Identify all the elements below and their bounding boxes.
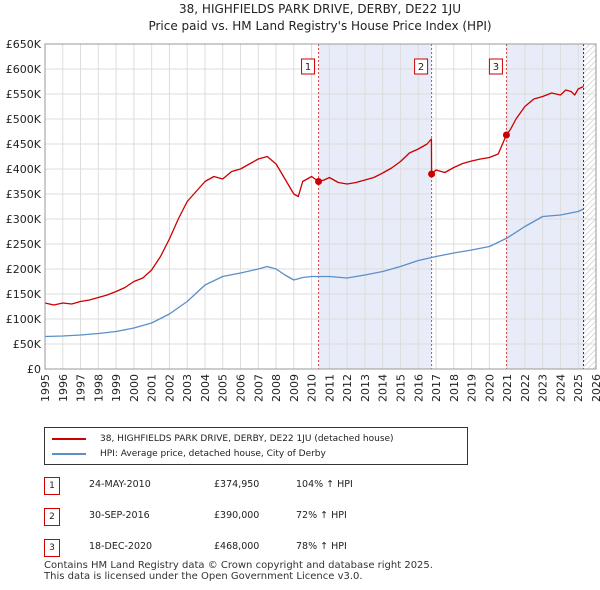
sale-number-badge: 2 — [44, 508, 60, 526]
sale-number-badge: 3 — [44, 539, 60, 557]
sale-price: £468,000 — [214, 541, 260, 552]
footer-licence: This data is licensed under the Open Gov… — [44, 571, 363, 582]
y-tick-label: £250K — [6, 238, 42, 251]
x-tick-label: 2004 — [199, 374, 212, 402]
x-tick-label: 2011 — [323, 374, 336, 402]
y-tick-label: £500K — [6, 113, 42, 126]
y-tick-label: £200K — [6, 263, 42, 276]
sale-label: 3 — [493, 62, 499, 73]
x-axis-ticks: 1995 1996 1997 1998 1999 2000 2001 2002 2003 2004… — [39, 374, 600, 402]
x-tick-label: 2005 — [217, 374, 230, 402]
x-tick-label: 2001 — [146, 374, 159, 402]
x-tick-label: 2019 — [466, 374, 479, 402]
plot-frame — [44, 43, 597, 370]
sale-row: 1 24-MAY-2010 £374,950 104% ↑ HPI — [44, 474, 464, 496]
sale-point — [315, 178, 323, 186]
footer-copyright: Contains HM Land Registry data © Crown c… — [44, 560, 433, 571]
sale-row: 3 18-DEC-2020 £468,000 78% ↑ HPI — [44, 536, 464, 558]
x-tick-label: 2021 — [501, 374, 514, 402]
sale-label-box — [301, 58, 316, 75]
chart-subtitle: Price paid vs. HM Land Registry's House … — [148, 19, 491, 33]
x-tick-label: 2017 — [430, 374, 443, 402]
sale-label: 2 — [418, 62, 424, 73]
x-tick-label: 2007 — [252, 374, 265, 402]
y-tick-label: £550K — [6, 88, 42, 101]
x-tick-label: 2026 — [590, 374, 600, 402]
y-tick-label: £150K — [6, 288, 42, 301]
legend-swatch-hpi — [52, 453, 86, 455]
price-line — [44, 85, 584, 306]
x-tick-label: 2020 — [483, 374, 496, 402]
sale-price: £374,950 — [214, 479, 260, 490]
sale-label: 1 — [305, 62, 311, 73]
sale-price: £390,000 — [214, 510, 260, 521]
sale-date: 18-DEC-2020 — [89, 541, 153, 552]
x-tick-label: 1997 — [75, 374, 88, 402]
x-tick-label: 2013 — [359, 374, 372, 402]
x-tick-label: 1996 — [57, 374, 70, 402]
y-tick-label: £350K — [6, 188, 42, 201]
hpi-line — [44, 208, 584, 338]
x-tick-label: 2003 — [181, 374, 194, 402]
x-tick-label: 2016 — [412, 374, 425, 402]
sale-date: 30-SEP-2016 — [89, 510, 150, 521]
x-tick-label: 2022 — [519, 374, 532, 402]
y-tick-label: £600K — [6, 63, 42, 76]
price-chart: 38, HIGHFIELDS PARK DRIVE, DERBY, DE22 1… — [6, 2, 600, 402]
x-tick-label: 2012 — [341, 374, 354, 402]
legend-label-price: 38, HIGHFIELDS PARK DRIVE, DERBY, DE22 1… — [100, 434, 394, 444]
x-tick-label: 2006 — [235, 374, 248, 402]
legend-label-hpi: HPI: Average price, detached house, City… — [100, 449, 326, 459]
x-tick-label: 1999 — [110, 374, 123, 402]
y-tick-label: £50K — [13, 338, 42, 351]
hpi-series — [44, 208, 584, 338]
legend-swatch-price — [52, 438, 86, 440]
legend-item-hpi: HPI: Average price, detached house, City… — [52, 448, 326, 460]
legend-item-price: 38, HIGHFIELDS PARK DRIVE, DERBY, DE22 1… — [52, 433, 394, 445]
y-tick-label: £650K — [6, 38, 42, 51]
shaded-regions — [318, 44, 596, 369]
sale-hpi-change: 72% ↑ HPI — [296, 510, 347, 521]
footer: Contains HM Land Registry data © Crown c… — [44, 560, 433, 582]
shaded-region — [506, 44, 584, 369]
y-axis-ticks: £0 £50K £100K £150K £200K £250K £300K £350K £400… — [6, 38, 42, 376]
y-tick-label: £450K — [6, 138, 42, 151]
sale-number-badge: 1 — [44, 477, 60, 495]
sales-table: 1 24-MAY-2010 £374,950 104% ↑ HPI 2 30-S… — [44, 474, 464, 567]
sale-markers: 1 2 3 — [301, 58, 510, 186]
x-tick-label: 2014 — [377, 374, 390, 402]
x-tick-label: 2009 — [288, 374, 301, 402]
x-tick-label: 1998 — [92, 374, 105, 402]
x-tick-label: 2008 — [270, 374, 283, 402]
sale-row: 2 30-SEP-2016 £390,000 72% ↑ HPI — [44, 505, 464, 527]
x-tick-label: 2018 — [448, 374, 461, 402]
shaded-region — [318, 44, 432, 369]
y-tick-label: £0 — [27, 363, 41, 376]
x-tick-label: 1995 — [39, 374, 52, 402]
x-tick-label: 2002 — [163, 374, 176, 402]
sale-point — [502, 131, 510, 139]
sale-point — [428, 170, 436, 178]
price-series — [44, 85, 584, 306]
sale-hpi-change: 78% ↑ HPI — [296, 541, 347, 552]
x-tick-label: 2000 — [128, 374, 141, 402]
x-tick-label: 2010 — [306, 374, 319, 402]
y-tick-label: £100K — [6, 313, 42, 326]
x-tick-label: 2025 — [572, 374, 585, 402]
x-tick-label: 2024 — [554, 374, 567, 402]
y-tick-label: £400K — [6, 163, 42, 176]
x-tick-label: 2023 — [537, 374, 550, 402]
sale-hpi-change: 104% ↑ HPI — [296, 479, 353, 490]
sale-label-box — [488, 58, 503, 75]
chart-title: 38, HIGHFIELDS PARK DRIVE, DERBY, DE22 1… — [179, 2, 461, 16]
x-tick-label: 2015 — [394, 374, 407, 402]
forecast-hatch — [583, 44, 596, 369]
sale-date: 24-MAY-2010 — [89, 479, 151, 490]
sale-label-box — [414, 58, 429, 75]
legend: 38, HIGHFIELDS PARK DRIVE, DERBY, DE22 1… — [44, 427, 468, 465]
y-tick-label: £300K — [6, 213, 42, 226]
